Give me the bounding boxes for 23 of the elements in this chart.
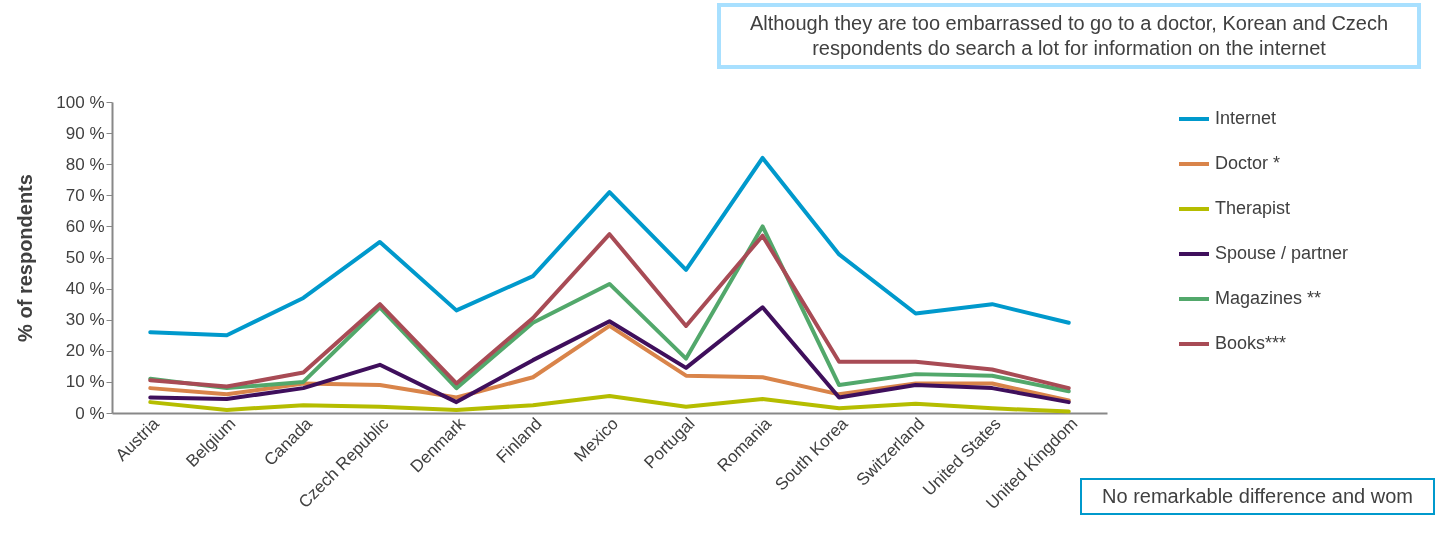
y-axis-title: % of respondents [14, 174, 37, 342]
y-tick-label: 40 % [65, 279, 105, 299]
legend-label: Books*** [1215, 333, 1287, 353]
y-tick-label: 0 % [75, 403, 105, 423]
text: No remarkable difference and wom [1080, 478, 1435, 515]
y-tick-label: 60 % [65, 216, 105, 236]
legend-label: Internet [1215, 108, 1277, 128]
legend-label: Magazines ** [1215, 288, 1322, 308]
legend-label: Doctor * [1215, 153, 1281, 173]
line-series [148, 305, 1071, 405]
y-tick-label: 10 % [65, 372, 105, 392]
y-tick-label: 90 % [65, 123, 105, 143]
y-tick-label: 20 % [65, 341, 105, 361]
legend-label: Spouse / partner [1215, 243, 1349, 263]
y-tick-label: 70 % [65, 185, 105, 205]
legend-label: Therapist [1215, 198, 1291, 218]
y-tick-label: 80 % [65, 154, 105, 174]
y-tick-label: 30 % [65, 310, 105, 330]
text: Although they are too embarrassed to go to a doctor, Korean and Czech respondents do search a lot for information on the internet [717, 3, 1421, 69]
line-series [148, 155, 1071, 338]
line-series [148, 393, 1071, 414]
y-tick-label: 50 % [65, 248, 105, 267]
y-tick-label: 100 % [56, 92, 105, 112]
